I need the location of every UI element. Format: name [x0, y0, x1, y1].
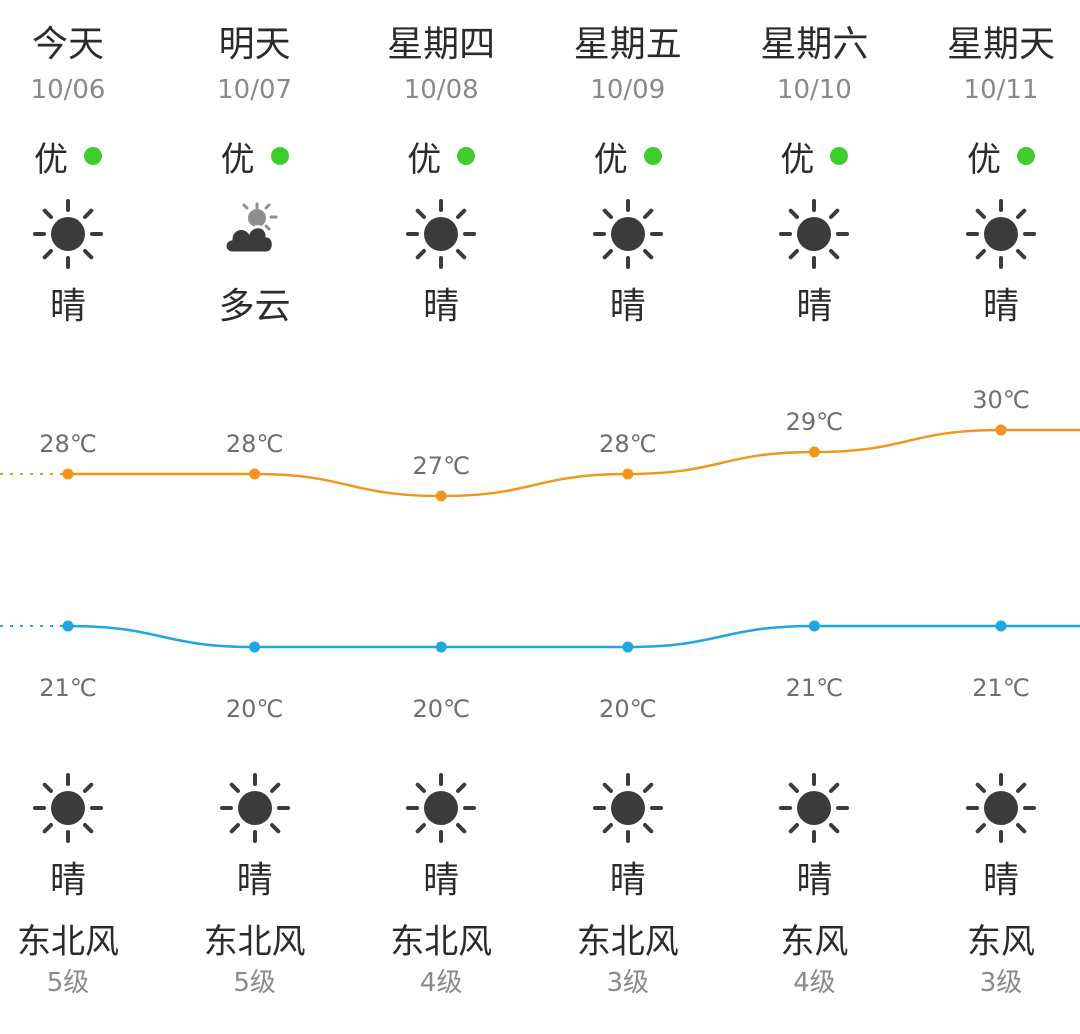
- sun-icon: [592, 199, 663, 269]
- data-point: [808, 620, 820, 632]
- sun-icon: [966, 773, 1036, 843]
- day-date: 10/07: [217, 75, 293, 105]
- data-point: [622, 468, 634, 480]
- air-quality: 优: [351, 138, 531, 182]
- night-condition: 晴: [982, 860, 1019, 901]
- day-condition: 晴: [796, 286, 833, 327]
- night-condition: 晴: [236, 860, 273, 901]
- day-column[interactable]: 星期四 10/08 优晴晴东北风 4级: [351, 0, 531, 1034]
- day-name: 今天: [31, 24, 104, 65]
- sun-icon: [33, 773, 103, 843]
- night-condition: 晴: [49, 860, 86, 901]
- data-label: 27℃: [412, 452, 470, 480]
- day-date: 10/06: [30, 75, 106, 105]
- day-column[interactable]: 星期天 10/11 优晴晴东风 3级: [911, 0, 1080, 1034]
- air-quality: 优: [0, 138, 158, 182]
- data-point: [249, 641, 261, 653]
- wind-level: 5级: [46, 968, 90, 998]
- air-quality-label: 优: [967, 140, 1001, 180]
- day-date: 10/11: [963, 75, 1039, 105]
- wind-level: 4级: [793, 968, 836, 998]
- data-point: [995, 620, 1007, 632]
- air-quality-dot-icon: [457, 147, 476, 165]
- day-condition: 晴: [982, 286, 1019, 327]
- wind-level: 5级: [233, 968, 276, 998]
- sun-icon: [33, 199, 103, 269]
- air-quality-dot-icon: [1017, 147, 1035, 165]
- air-quality: 优: [538, 138, 718, 182]
- wind-direction: 东北风: [203, 922, 306, 962]
- day-date: 10/08: [403, 75, 479, 105]
- data-label: 20℃: [599, 695, 657, 723]
- day-column[interactable]: 明天 10/07 优多云晴东北风 5级: [165, 0, 345, 1034]
- air-quality-label: 优: [593, 140, 628, 180]
- data-label: 28℃: [226, 430, 284, 458]
- wind-direction: 东北风: [390, 922, 493, 962]
- data-label: 20℃: [412, 695, 470, 723]
- data-label: 21℃: [786, 674, 844, 702]
- sun-icon: [406, 199, 477, 269]
- data-point: [622, 641, 634, 653]
- wind-direction: 东风: [780, 922, 849, 962]
- data-label: 21℃: [972, 674, 1030, 702]
- night-condition: 晴: [796, 860, 833, 901]
- data-label: 28℃: [39, 430, 97, 458]
- day-name: 星期四: [387, 24, 496, 65]
- sun-icon: [779, 773, 850, 843]
- day-column[interactable]: 今天 10/06 优晴晴东北风 5级: [0, 0, 158, 1034]
- air-quality-dot-icon: [270, 147, 289, 165]
- air-quality-label: 优: [780, 140, 815, 180]
- day-name: 星期六: [760, 24, 869, 65]
- series-line: [68, 428, 1080, 498]
- sun-icon: [406, 773, 477, 843]
- air-quality-dot-icon: [643, 147, 662, 165]
- air-quality-label: 优: [407, 140, 442, 180]
- wind-level: 3级: [606, 968, 650, 998]
- day-column[interactable]: 星期五 10/09 优晴晴东北风 3级: [538, 0, 718, 1034]
- air-quality-dot-icon: [84, 147, 102, 165]
- data-point: [995, 424, 1007, 436]
- night-condition: 晴: [423, 860, 460, 901]
- day-name: 星期天: [946, 24, 1055, 65]
- day-condition: 多云: [218, 286, 291, 327]
- data-label: 21℃: [39, 674, 97, 702]
- wind-direction: 东风: [967, 922, 1035, 962]
- air-quality-label: 优: [220, 140, 255, 180]
- data-label: 29℃: [786, 408, 844, 436]
- data-point: [435, 490, 447, 502]
- data-point: [808, 446, 820, 458]
- series-line: [67, 624, 1080, 649]
- data-point: [435, 641, 447, 653]
- sun-icon: [219, 773, 290, 843]
- air-quality: 优: [724, 138, 904, 182]
- day-date: 10/09: [590, 75, 666, 105]
- day-column[interactable]: 星期六 10/10 优晴晴东风 4级: [724, 0, 904, 1034]
- wind-direction: 东北风: [576, 922, 679, 962]
- air-quality-dot-icon: [830, 147, 849, 165]
- data-point: [62, 468, 74, 480]
- day-condition: 晴: [609, 286, 646, 327]
- data-label: 28℃: [599, 430, 657, 458]
- data-label: 30℃: [972, 386, 1030, 414]
- air-quality: 优: [165, 138, 345, 182]
- wind-level: 3级: [979, 968, 1023, 998]
- day-date: 10/10: [776, 75, 852, 105]
- day-name: 星期五: [573, 24, 682, 65]
- data-point: [62, 620, 74, 632]
- night-condition: 晴: [609, 860, 646, 901]
- wind-direction: 东北风: [17, 922, 119, 962]
- air-quality: 优: [911, 138, 1080, 182]
- sun-icon: [966, 199, 1036, 269]
- day-name: 明天: [218, 24, 291, 65]
- day-condition: 晴: [423, 286, 460, 327]
- sun-icon: [779, 199, 850, 269]
- day-condition: 晴: [49, 286, 86, 327]
- data-point: [249, 468, 261, 480]
- partly-cloudy-icon: [220, 199, 290, 269]
- sun-icon: [592, 773, 663, 843]
- data-label: 20℃: [226, 695, 284, 723]
- wind-level: 4级: [419, 968, 463, 998]
- air-quality-label: 优: [34, 140, 68, 180]
